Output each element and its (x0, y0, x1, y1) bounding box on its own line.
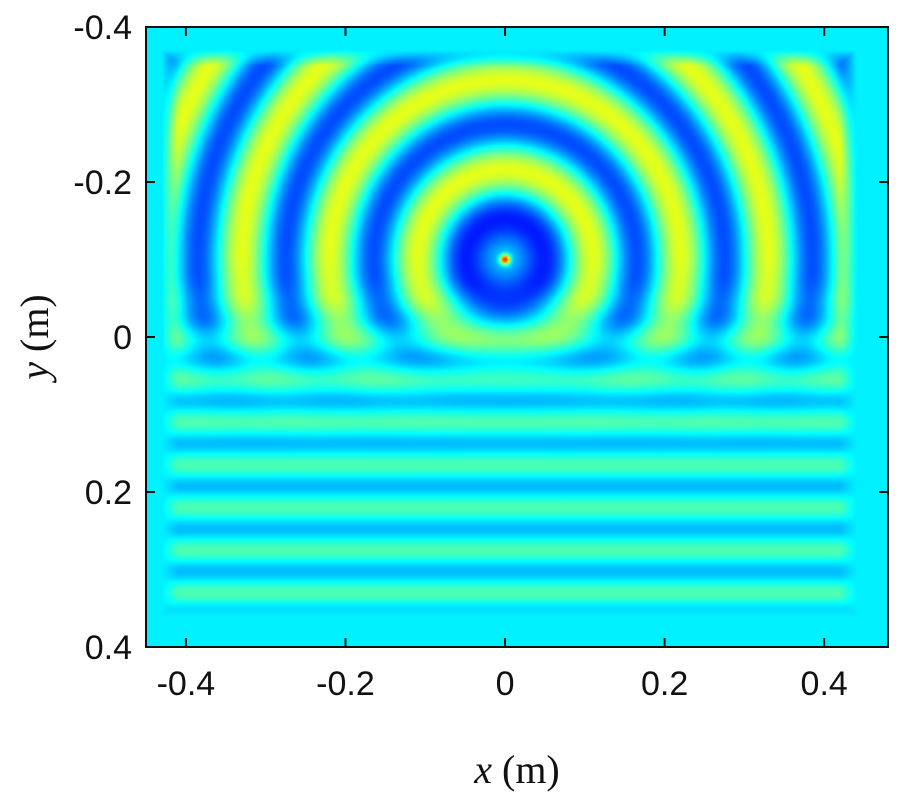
x-tick-label: 0 (496, 665, 515, 703)
y-tick-label: 0.2 (85, 474, 132, 512)
x-axis-unit: (m) (492, 747, 560, 792)
wavefield-heatmap (146, 27, 888, 647)
y-tick-label: 0 (113, 319, 132, 357)
y-axis-unit: (m) (12, 294, 57, 362)
plot-area (145, 26, 889, 648)
x-axis-variable: x (473, 747, 492, 792)
y-axis-label: y (m) (12, 294, 57, 384)
x-tick-labels: -0.4 -0.2 0 0.2 0.4 (157, 665, 848, 703)
y-tick-label: -0.4 (73, 9, 132, 47)
x-tick-label: 0.2 (641, 665, 688, 703)
y-tick-label: -0.2 (73, 164, 132, 202)
x-tick-label: -0.2 (316, 665, 375, 703)
y-tick-labels: -0.4 -0.2 0 0.2 0.4 (73, 9, 132, 667)
y-axis-variable: y (12, 362, 57, 384)
x-axis-label: x (m) (473, 747, 560, 792)
x-tick-label: -0.4 (157, 665, 216, 703)
y-tick-label: 0.4 (85, 629, 132, 667)
axis-ticks (146, 26, 888, 648)
x-tick-label: 0.4 (801, 665, 848, 703)
